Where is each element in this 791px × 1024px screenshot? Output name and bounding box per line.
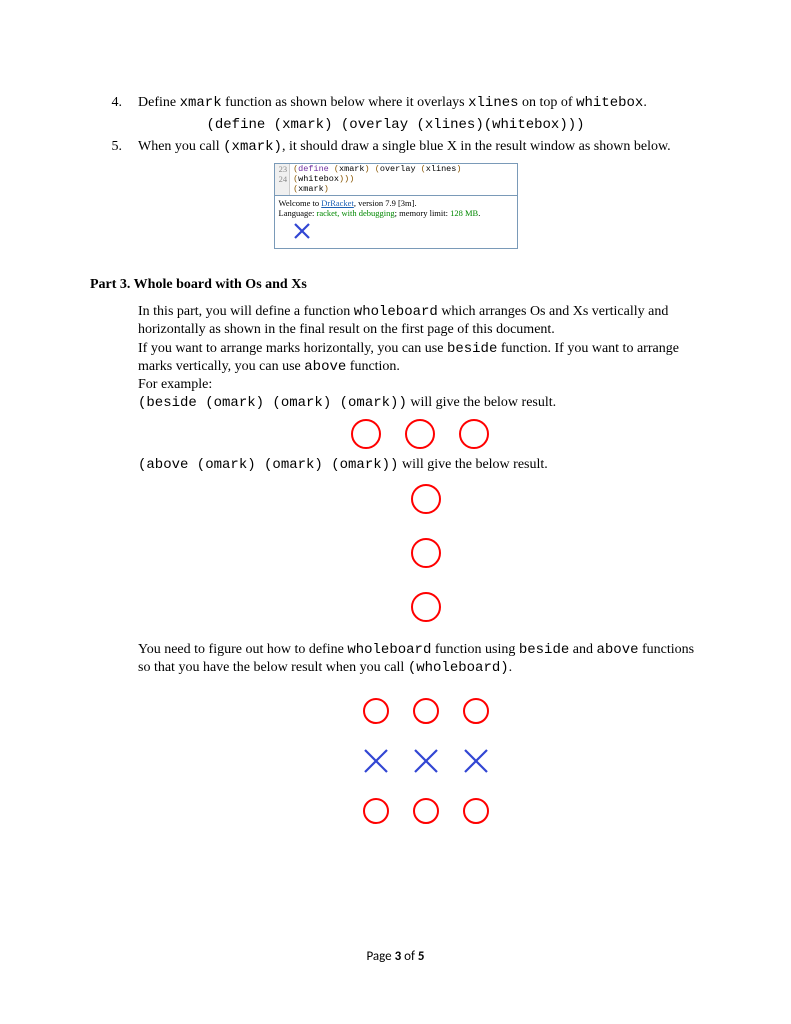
- repl-x-result: [279, 218, 513, 242]
- o-mark-icon: [410, 591, 442, 623]
- text: You need to figure out how to define: [138, 642, 347, 657]
- code-inline: (beside (omark) (omark) (omark)): [138, 395, 407, 411]
- x-mark-icon: [462, 747, 490, 775]
- above-result: [138, 483, 701, 623]
- list-item-4: 4. Define xmark function as shown below …: [90, 95, 701, 111]
- line-num: 24: [277, 175, 288, 185]
- o-mark-icon: [404, 418, 436, 450]
- list-body-4: Define xmark function as shown below whe…: [138, 95, 701, 111]
- part3-header: Part 3. Whole board with Os and Xs: [90, 277, 701, 293]
- code-inline: beside: [519, 642, 569, 658]
- board-row: [362, 747, 490, 775]
- screenshot-wrapper: 23 24 (define (xmark) (overlay (xlines)(…: [90, 163, 701, 249]
- list-number: 4.: [90, 95, 138, 111]
- example-2: (above (omark) (omark) (omark)) will giv…: [138, 456, 701, 474]
- text: will give the below result.: [398, 457, 547, 472]
- ss-repl-area: Welcome to DrRacket, version 7.9 [3m]. L…: [275, 196, 517, 248]
- code-inline: wholeboard: [347, 642, 431, 658]
- code-inline: above: [596, 642, 638, 658]
- ss-editor-area: 23 24 (define (xmark) (overlay (xlines)(…: [275, 164, 517, 196]
- code-line-2: (xmark): [293, 185, 513, 195]
- part3-body: In this part, you will define a function…: [90, 303, 701, 825]
- text: ; memory limit:: [395, 208, 450, 218]
- o-mark-icon: [350, 418, 382, 450]
- code-line-1: (define (xmark) (overlay (xlines)(whiteb…: [293, 165, 513, 185]
- text: .: [509, 660, 513, 675]
- text: , it should draw a single blue X in the …: [282, 139, 671, 154]
- x-mark-icon: [293, 222, 311, 240]
- part3-p3: For example:: [138, 376, 701, 394]
- code-inline: (above (omark) (omark) (omark)): [138, 457, 398, 473]
- text: Language:: [279, 208, 317, 218]
- text: Welcome to: [279, 198, 322, 208]
- ss-code-lines: (define (xmark) (overlay (xlines)(whiteb…: [290, 164, 516, 195]
- text: function as shown below where it overlay…: [222, 95, 469, 110]
- part3-p2: If you want to arrange marks horizontall…: [138, 340, 701, 376]
- code-define-xmark: (define (xmark) (overlay (xlines)(whiteb…: [90, 117, 701, 133]
- text: Page: [367, 949, 395, 964]
- text: 128 MB: [450, 208, 478, 218]
- code-inline: xlines: [468, 95, 518, 111]
- text: of: [401, 949, 418, 964]
- repl-welcome: Welcome to DrRacket, version 7.9 [3m].: [279, 198, 513, 208]
- text: will give the below result.: [407, 395, 556, 410]
- text: .: [478, 208, 480, 218]
- text: function.: [346, 359, 400, 374]
- page-total: 5: [418, 949, 425, 964]
- ss-line-gutter: 23 24: [275, 164, 291, 195]
- text: When you call: [138, 139, 223, 154]
- text: , with debugging: [337, 208, 394, 218]
- text: and: [569, 642, 596, 657]
- o-mark-icon: [362, 797, 390, 825]
- o-mark-icon: [410, 537, 442, 569]
- example-1: (beside (omark) (omark) (omark)) will gi…: [138, 394, 701, 412]
- page-footer: Page 3 of 5: [0, 949, 791, 964]
- repl-language: Language: racket, with debugging; memory…: [279, 208, 513, 218]
- o-mark-icon: [412, 697, 440, 725]
- part3-p1: In this part, you will define a function…: [138, 303, 701, 339]
- text: , version 7.9 [3m].: [354, 198, 417, 208]
- o-mark-icon: [410, 483, 442, 515]
- wholeboard-result: [138, 697, 701, 825]
- text: If you want to arrange marks horizontall…: [138, 341, 447, 356]
- x-mark-icon: [362, 747, 390, 775]
- board-row: [362, 797, 490, 825]
- o-mark-icon: [362, 697, 390, 725]
- x-mark-icon: [412, 747, 440, 775]
- code-inline: (wholeboard): [408, 660, 509, 676]
- drracket-screenshot: 23 24 (define (xmark) (overlay (xlines)(…: [274, 163, 518, 249]
- o-mark-icon: [412, 797, 440, 825]
- code-inline: above: [304, 359, 346, 375]
- board-row: [362, 697, 490, 725]
- o-mark-icon: [462, 697, 490, 725]
- text: function using: [431, 642, 519, 657]
- text: .: [643, 95, 647, 110]
- part3-p4: You need to figure out how to define who…: [138, 641, 701, 677]
- drracket-link: DrRacket: [321, 198, 354, 208]
- beside-result: [138, 418, 701, 450]
- list-item-5: 5. When you call (xmark), it should draw…: [90, 139, 701, 155]
- text: In this part, you will define a function: [138, 304, 354, 319]
- code-inline: whitebox: [576, 95, 643, 111]
- code-inline: (xmark): [223, 139, 282, 155]
- list-body-5: When you call (xmark), it should draw a …: [138, 139, 701, 155]
- code-inline: beside: [447, 341, 497, 357]
- text: racket: [317, 208, 338, 218]
- o-mark-icon: [462, 797, 490, 825]
- list-number: 5.: [90, 139, 138, 155]
- text: Define: [138, 95, 180, 110]
- code-inline: xmark: [180, 95, 222, 111]
- text: on top of: [519, 95, 577, 110]
- o-mark-icon: [458, 418, 490, 450]
- code-inline: wholeboard: [354, 304, 438, 320]
